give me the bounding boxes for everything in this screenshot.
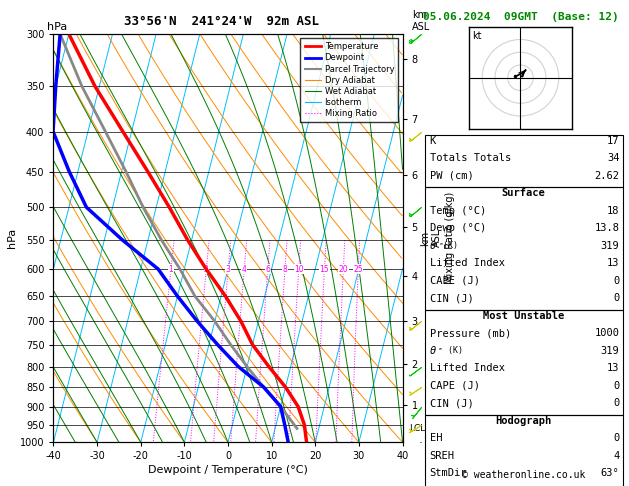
Text: SREH: SREH (430, 451, 455, 461)
Text: 4: 4 (613, 451, 620, 461)
Text: θ: θ (430, 241, 436, 251)
Text: 0: 0 (613, 433, 620, 443)
Text: 13: 13 (607, 258, 620, 268)
Y-axis label: hPa: hPa (7, 228, 17, 248)
Text: Temp (°C): Temp (°C) (430, 206, 486, 216)
Text: 8: 8 (282, 264, 287, 274)
Text: K: K (430, 136, 436, 146)
Text: CAPE (J): CAPE (J) (430, 276, 479, 286)
Text: © weatheronline.co.uk: © weatheronline.co.uk (462, 470, 586, 480)
Text: ᵉ(K): ᵉ(K) (438, 241, 459, 250)
Text: Mixing Ratio (g/kg): Mixing Ratio (g/kg) (445, 192, 455, 284)
Text: 6: 6 (265, 264, 270, 274)
Text: 63°: 63° (601, 468, 620, 478)
Text: Lifted Index: Lifted Index (430, 258, 504, 268)
Text: 13.8: 13.8 (594, 223, 620, 233)
Text: 319: 319 (601, 241, 620, 251)
Text: 13: 13 (607, 363, 620, 373)
Text: 15: 15 (320, 264, 330, 274)
Text: 0: 0 (613, 398, 620, 408)
Text: Pressure (mb): Pressure (mb) (430, 328, 511, 338)
Text: CAPE (J): CAPE (J) (430, 381, 479, 391)
Text: Surface: Surface (502, 188, 545, 198)
Text: ᵉ (K): ᵉ (K) (438, 346, 464, 355)
Y-axis label: km
ASL: km ASL (421, 229, 442, 247)
Text: 17: 17 (607, 136, 620, 146)
Text: 3: 3 (226, 264, 231, 274)
Text: 33°56'N  241°24'W  92m ASL: 33°56'N 241°24'W 92m ASL (123, 15, 318, 28)
Text: Hodograph: Hodograph (496, 416, 552, 426)
Text: 10: 10 (294, 264, 304, 274)
Text: 25: 25 (353, 264, 363, 274)
Text: 319: 319 (601, 346, 620, 356)
Text: 0: 0 (613, 276, 620, 286)
Text: EH: EH (430, 433, 442, 443)
Text: 2: 2 (204, 264, 209, 274)
Text: CIN (J): CIN (J) (430, 398, 474, 408)
Text: StmDir: StmDir (430, 468, 467, 478)
Text: km
ASL: km ASL (412, 10, 430, 32)
Text: PW (cm): PW (cm) (430, 171, 474, 181)
Text: θ: θ (430, 346, 436, 356)
Text: CIN (J): CIN (J) (430, 293, 474, 303)
Text: 4: 4 (242, 264, 247, 274)
Text: 2.62: 2.62 (594, 171, 620, 181)
Text: Totals Totals: Totals Totals (430, 153, 511, 163)
Text: LCL: LCL (409, 424, 426, 433)
Text: 20: 20 (338, 264, 348, 274)
Text: 1000: 1000 (594, 328, 620, 338)
X-axis label: Dewpoint / Temperature (°C): Dewpoint / Temperature (°C) (148, 466, 308, 475)
Text: 0: 0 (613, 293, 620, 303)
Text: 1: 1 (169, 264, 174, 274)
Legend: Temperature, Dewpoint, Parcel Trajectory, Dry Adiabat, Wet Adiabat, Isotherm, Mi: Temperature, Dewpoint, Parcel Trajectory… (301, 38, 398, 122)
Text: 34: 34 (607, 153, 620, 163)
Text: 18: 18 (607, 206, 620, 216)
Text: 0: 0 (613, 381, 620, 391)
Text: kt: kt (472, 31, 482, 41)
Text: Dewp (°C): Dewp (°C) (430, 223, 486, 233)
Text: hPa: hPa (47, 21, 67, 32)
Text: 05.06.2024  09GMT  (Base: 12): 05.06.2024 09GMT (Base: 12) (423, 12, 618, 22)
Text: Most Unstable: Most Unstable (483, 311, 564, 321)
Text: Lifted Index: Lifted Index (430, 363, 504, 373)
